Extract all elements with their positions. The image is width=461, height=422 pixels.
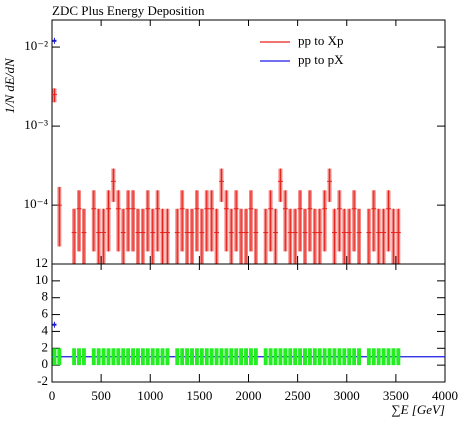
error-band [116,348,121,366]
y-tick-label: 10⁻³ [24,117,48,132]
y-tick-label: 12 [35,255,48,270]
error-band [77,348,81,366]
error-band [72,348,77,366]
error-band [366,348,371,366]
y-tick-label: 8 [42,289,49,304]
x-tick-label: 2000 [236,388,262,403]
x-tick-label: 3000 [334,388,360,403]
error-band [312,348,317,366]
error-band [327,348,332,366]
error-band [185,348,190,366]
error-band [155,348,160,366]
error-band [131,348,136,366]
chart-title: ZDC Plus Energy Deposition [52,3,205,18]
error-band [352,348,357,366]
error-band [194,348,199,366]
y-tick-label: 6 [42,306,49,321]
plot-frame [51,19,446,265]
error-band [357,348,361,366]
error-band [165,348,170,366]
error-band [307,348,312,366]
error-band [244,348,248,366]
error-band [229,348,234,366]
error-band [219,348,224,366]
error-band [322,348,327,366]
y-tick-label: 10 [35,272,48,287]
error-band [209,348,214,366]
legend-label: pp to pX [298,52,344,67]
error-band [298,348,303,366]
x-tick-label: 1000 [137,388,163,403]
error-band [293,348,298,366]
error-band [347,348,352,366]
error-band [140,348,145,366]
error-band [278,348,283,366]
x-tick-label: 2500 [285,388,311,403]
error-band [126,348,131,366]
x-tick-label: 500 [91,388,111,403]
error-band [57,348,62,366]
error-band [190,348,194,366]
error-band [283,348,288,366]
error-band [106,348,111,366]
error-band [160,348,165,366]
error-band [386,348,391,366]
error-band [376,348,381,366]
x-axis-label: ∑E [GeV] [391,402,445,417]
y-axis-label: 1/N dE/dN [2,57,17,114]
error-band [342,348,347,366]
x-tick-label: 1500 [186,388,212,403]
y-tick-label: 4 [42,322,49,337]
error-band [52,348,57,366]
error-band [337,348,342,366]
error-band [145,348,150,366]
error-band [175,348,180,366]
y-tick-label: 10⁻⁴ [24,196,49,211]
x-tick-label: 3500 [383,388,409,403]
error-band [396,348,401,366]
error-band [371,348,376,366]
error-band [391,348,396,366]
error-band [111,348,116,366]
error-band [332,348,337,366]
error-band [224,348,229,366]
error-band [204,348,209,366]
error-band [263,348,268,366]
y-tick-label: 0 [42,356,49,371]
error-band [249,348,253,366]
plot-frame [51,263,446,383]
error-band [96,348,101,366]
error-band [150,348,155,366]
error-band [317,348,322,366]
error-band [273,348,278,366]
error-band [234,348,239,366]
error-band [91,348,96,366]
error-band [121,348,126,366]
error-band [214,348,219,366]
x-tick-label: 0 [49,388,56,403]
y-tick-label: 2 [42,339,49,354]
error-band [253,348,258,366]
error-band [381,348,386,366]
error-band [199,348,204,366]
error-band [81,348,86,366]
error-band [180,348,185,366]
error-band [303,348,307,366]
y-tick-label: 10⁻² [24,38,48,53]
error-band [101,348,106,366]
error-band [288,348,293,366]
y-tick-label: -2 [37,373,48,388]
x-tick-label: 4000 [432,388,458,403]
legend-label: pp to Xp [298,33,344,48]
error-band [268,348,273,366]
error-band [136,348,140,366]
error-band [239,348,244,366]
